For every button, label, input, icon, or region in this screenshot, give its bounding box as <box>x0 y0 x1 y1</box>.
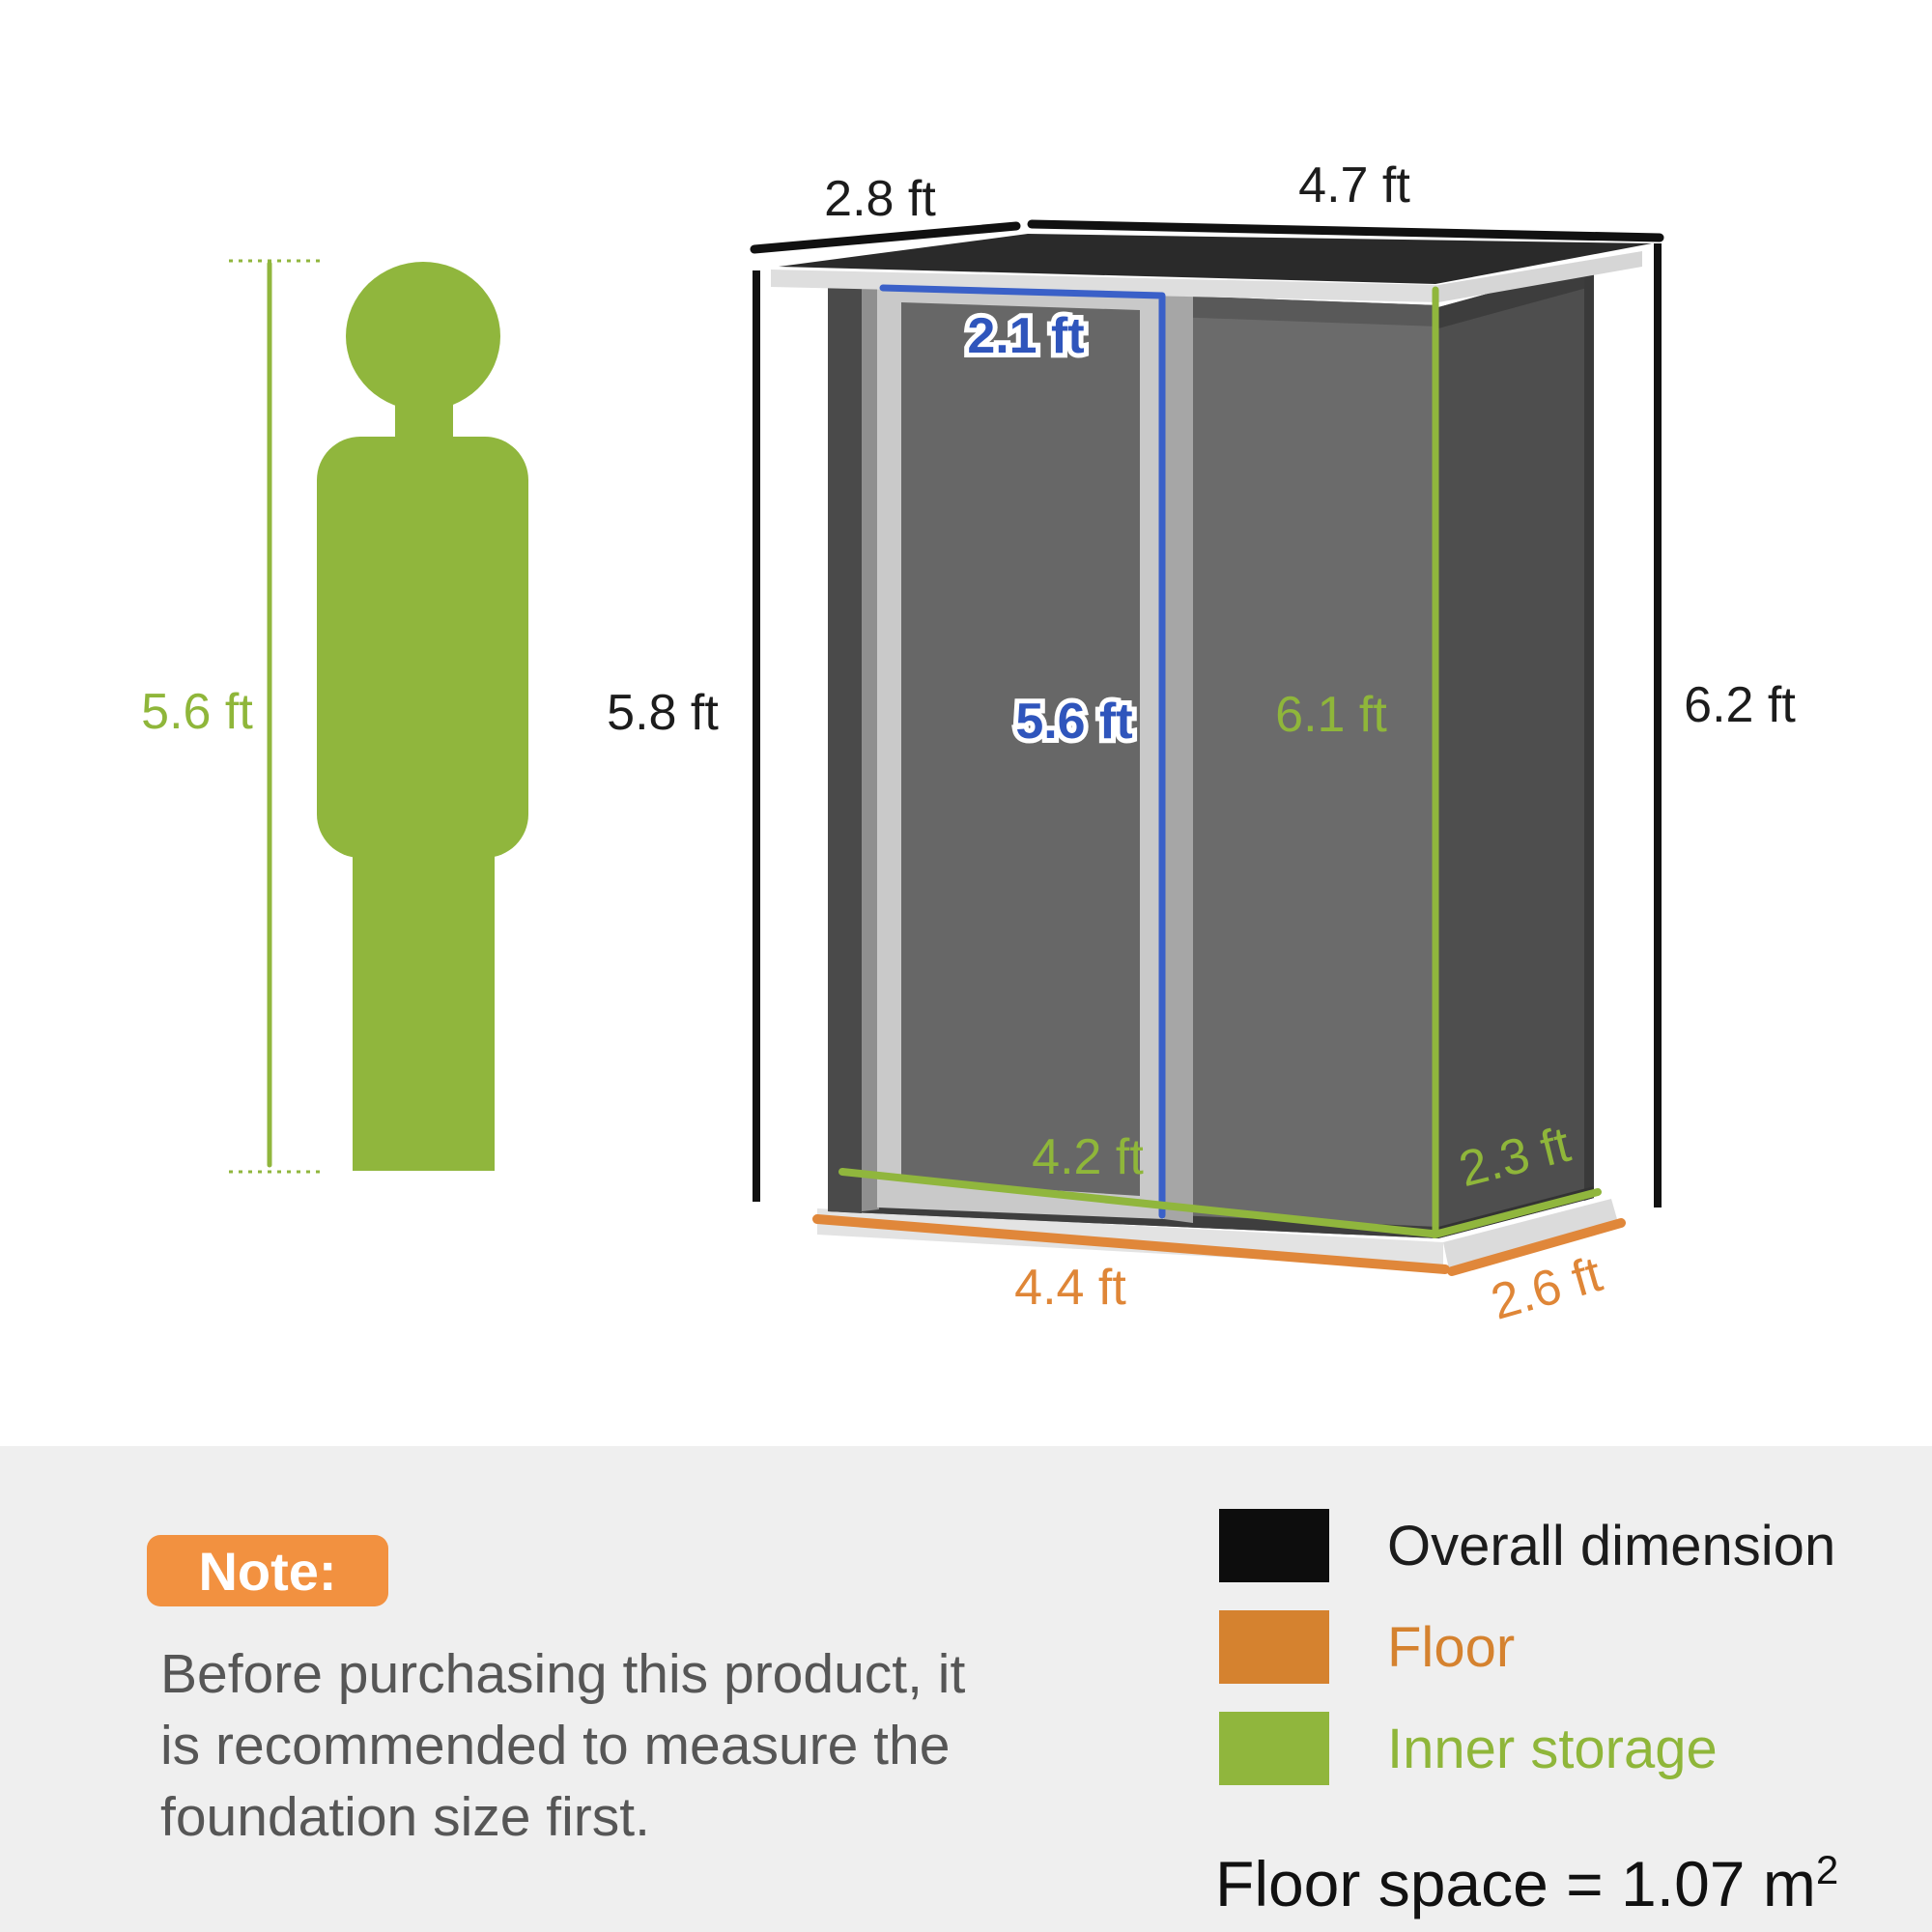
back-height-label: 6.2 ft <box>1684 677 1796 733</box>
floor-space-value: Floor space = 1.07 m <box>1215 1848 1816 1919</box>
floor-width-label: 4.4 ft <box>1014 1260 1126 1316</box>
person-figure <box>317 262 528 1171</box>
shed-roof <box>779 234 1652 284</box>
roof-width-line-black <box>1027 219 1664 242</box>
inner-storage-label: Inner storage <box>1387 1717 1718 1780</box>
legend-item-inner-storage: Inner storage <box>1219 1712 1718 1785</box>
person-legs <box>353 848 495 1171</box>
door-right-jamb <box>1164 296 1193 1223</box>
legend-item-floor: Floor <box>1219 1610 1515 1684</box>
inner-storage-swatch <box>1219 1712 1329 1785</box>
measurement-lines <box>750 219 1664 1276</box>
inner-width-line-green <box>838 1168 1435 1237</box>
floor-space-text: Floor space = 1.07 m2 <box>1215 1847 1838 1920</box>
shed-front-left-rail <box>862 284 879 1211</box>
overall-dimension-swatch <box>1219 1509 1329 1582</box>
note-line: foundation size first. <box>160 1786 650 1848</box>
legend: Overall dimension Floor Inner storage Fl… <box>0 1446 1932 1932</box>
floor-label: Floor <box>1387 1615 1516 1679</box>
roof-fascia-front <box>771 270 1438 302</box>
inner-height-label: 6.1 ft <box>1275 687 1387 743</box>
door-height-label: 5.6 ft <box>1015 694 1132 750</box>
info-band: Note: Before purchasing this product, it… <box>0 1446 1932 1932</box>
legend-item-overall-dimension: Overall dimension <box>1219 1509 1835 1582</box>
shed-front-left-edge <box>828 283 862 1213</box>
shed-base-side <box>1443 1199 1617 1269</box>
floor-width-line-orange <box>812 1214 1450 1274</box>
roof-width-label: 4.7 ft <box>1298 157 1410 213</box>
person-head <box>346 262 500 411</box>
person-height-dimension: 5.6 ft <box>141 259 322 1174</box>
door-dimension-line-blue <box>879 284 1166 1219</box>
inner-width-label: 4.2 ft <box>1032 1129 1144 1185</box>
floor-depth-line-orange <box>1447 1218 1626 1276</box>
front-height-label: 5.8 ft <box>607 685 719 741</box>
roof-fascia-right <box>1438 251 1642 302</box>
note-line: is recommended to measure the <box>160 1715 951 1776</box>
note-badge: Note: <box>147 1535 388 1606</box>
shed-dimension-diagram: 5.6 ft <box>141 157 1796 1331</box>
person-torso <box>317 437 528 858</box>
shed-side-wall <box>1438 265 1594 1238</box>
roof-depth-label: 2.8 ft <box>824 171 936 227</box>
note-text: Before purchasing this product, it is re… <box>160 1638 1184 1853</box>
inner-depth-line-green <box>1431 1188 1602 1238</box>
note-line: Before purchasing this product, it <box>160 1643 966 1705</box>
door-panel <box>901 302 1140 1196</box>
shed-illustration <box>771 234 1652 1269</box>
floor-swatch <box>1219 1610 1329 1684</box>
floor-space-superscript: 2 <box>1815 1847 1839 1892</box>
roof-depth-line-black <box>750 221 1021 254</box>
overall-dimension-label: Overall dimension <box>1387 1514 1836 1577</box>
door-width-label: 2.1 ft <box>967 308 1084 364</box>
person-height-label: 5.6 ft <box>141 684 253 740</box>
shed-side-right-edge <box>1584 265 1594 1201</box>
note-badge-label: Note: <box>198 1540 337 1602</box>
